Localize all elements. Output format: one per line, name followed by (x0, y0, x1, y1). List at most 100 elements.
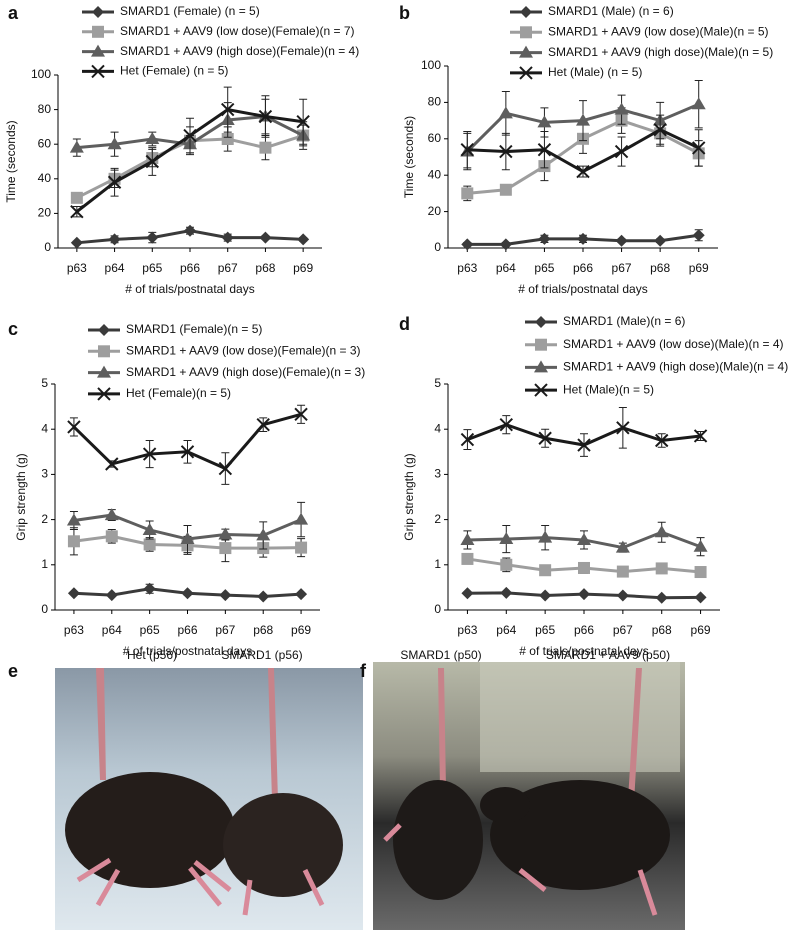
y-tick-label: 60 (38, 136, 52, 150)
marker (105, 530, 118, 543)
x-tick-label: p68 (255, 261, 275, 275)
marker (295, 541, 308, 554)
x-tick-label: p68 (650, 261, 670, 275)
legend-label: Het (Female) (n = 5) (120, 64, 228, 78)
x-tick-label: p65 (534, 261, 554, 275)
y-tick-label: 100 (421, 58, 441, 72)
marker (616, 589, 629, 602)
legend-label: Het (Male)(n = 5) (563, 382, 654, 396)
legend-label: SMARD1 + AAV9 (high dose)(Male)(n = 4) (563, 360, 788, 374)
y-tick-label: 1 (434, 557, 441, 571)
marker (70, 236, 83, 249)
legend-label: SMARD1 + AAV9 (high dose)(Female)(n = 4) (120, 44, 359, 58)
marker (259, 141, 272, 154)
marker (694, 566, 707, 579)
x-tick-label: p69 (691, 623, 711, 637)
legend-marker (98, 324, 110, 336)
marker (143, 538, 156, 551)
marker (221, 231, 234, 244)
x-axis-label: # of trials/postnatal days (123, 644, 252, 658)
legend-label: SMARD1 + AAV9 (high dose)(Female)(n = 3) (126, 365, 365, 379)
marker (693, 539, 708, 552)
marker (69, 140, 84, 153)
x-tick-label: p67 (612, 261, 632, 275)
marker (107, 175, 122, 189)
x-tick-label: p68 (253, 623, 273, 637)
panel-letter: e (8, 661, 18, 681)
marker (691, 97, 706, 110)
y-tick-label: 80 (428, 95, 442, 109)
y-tick-label: 2 (434, 512, 441, 526)
y-tick-label: 5 (41, 376, 48, 390)
marker (577, 532, 591, 545)
x-tick-label: p63 (67, 261, 87, 275)
marker (616, 421, 630, 435)
legend-label: SMARD1 (Female) (n = 5) (120, 4, 260, 18)
marker (108, 233, 121, 246)
y-tick-label: 0 (434, 602, 441, 616)
marker (499, 238, 512, 251)
marker (256, 417, 270, 432)
marker (578, 588, 590, 601)
marker (539, 589, 552, 602)
marker (218, 461, 233, 476)
x-tick-label: p64 (105, 261, 125, 275)
x-tick-label: p66 (573, 261, 593, 275)
marker (577, 232, 589, 245)
x-tick-label: p69 (291, 623, 311, 637)
marker (653, 122, 667, 137)
marker (297, 233, 310, 246)
x-tick-label: p65 (142, 261, 162, 275)
y-tick-label: 80 (38, 102, 52, 116)
y-tick-label: 1 (41, 557, 48, 571)
y-tick-label: 40 (38, 171, 52, 185)
legend-label: SMARD1 + AAV9 (high dose)(Male)(n = 5) (548, 45, 773, 59)
y-tick-label: 20 (38, 206, 52, 220)
y-tick-label: 2 (41, 512, 48, 526)
x-axis-label: # of trials/postnatal days (519, 644, 648, 658)
marker (104, 508, 119, 521)
marker (616, 565, 629, 578)
marker (537, 143, 552, 157)
y-tick-label: 5 (434, 376, 441, 390)
marker (499, 183, 512, 196)
marker (500, 558, 513, 571)
marker (295, 588, 308, 601)
x-axis-label: # of trials/postnatal days (125, 282, 254, 296)
x-tick-label: p65 (535, 623, 555, 637)
legend-label: SMARD1 (Male) (n = 6) (548, 4, 674, 18)
marker (142, 522, 157, 535)
marker (70, 191, 83, 204)
marker (218, 527, 233, 540)
panel-letter: c (8, 319, 18, 339)
marker (655, 433, 669, 448)
marker (294, 407, 308, 421)
marker (614, 144, 629, 159)
marker (693, 429, 708, 443)
legend-marker (519, 45, 533, 58)
legend-marker (97, 365, 111, 378)
marker (180, 445, 195, 459)
marker (576, 113, 590, 126)
panel-letter: f (360, 661, 367, 681)
legend-marker (92, 25, 104, 38)
y-axis-label: Time (seconds) (402, 116, 416, 198)
x-tick-label: p65 (140, 623, 160, 637)
x-tick-label: p63 (64, 623, 84, 637)
y-tick-label: 3 (434, 467, 441, 481)
marker (294, 512, 309, 525)
legend-label: SMARD1 + AAV9 (low dose)(Male)(n = 4) (563, 337, 784, 351)
legend-label: SMARD1 + AAV9 (low dose)(Female)(n = 3) (126, 343, 361, 357)
marker (655, 562, 668, 575)
x-tick-label: p66 (574, 623, 594, 637)
panel-letter: d (399, 314, 410, 334)
legend-label: SMARD1 (Male)(n = 6) (563, 314, 685, 328)
marker (499, 417, 513, 432)
y-tick-label: 3 (41, 467, 48, 481)
marker (67, 420, 81, 434)
marker (461, 187, 474, 200)
marker (692, 141, 706, 155)
marker (654, 234, 667, 247)
y-tick-label: 100 (31, 67, 51, 81)
y-tick-label: 0 (44, 240, 51, 254)
